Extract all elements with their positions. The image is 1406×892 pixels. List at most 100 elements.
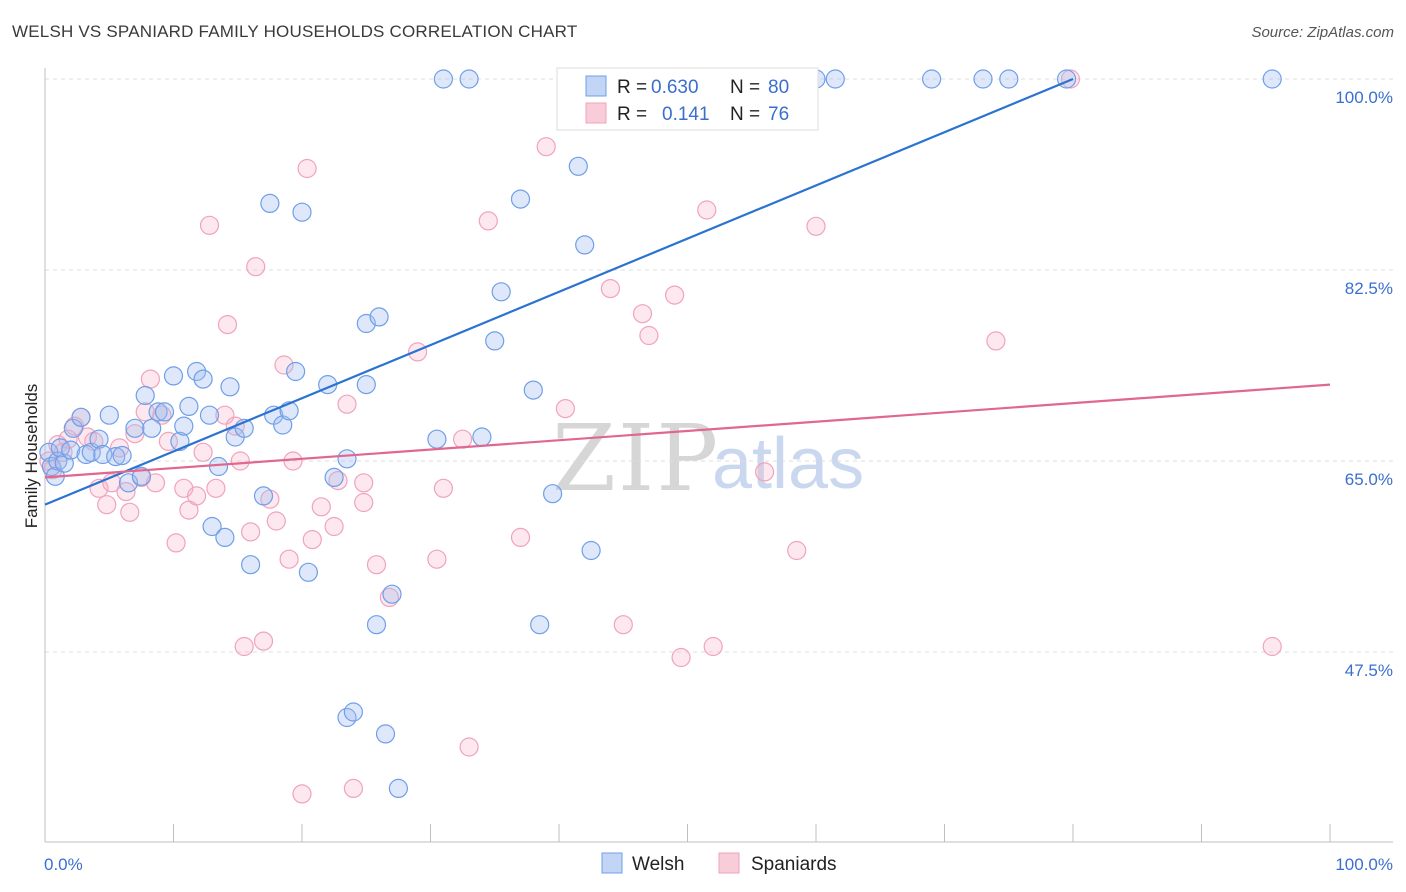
welsh-point-7 <box>63 418 83 438</box>
spaniards-point-21 <box>158 431 178 451</box>
legend-welsh-n-value: 80 <box>768 77 789 98</box>
spaniards-point-30 <box>217 315 238 335</box>
welsh-point-55 <box>382 584 402 604</box>
welsh-point-56 <box>388 778 408 799</box>
welsh-point-66 <box>542 484 563 504</box>
legend-welsh-r-value: 0.630 <box>651 77 699 98</box>
legend-spaniards-swatch <box>585 102 607 124</box>
welsh-point-79 <box>1262 69 1282 89</box>
spaniards-point-75 <box>1262 636 1282 657</box>
x-tick-label-left: 0.0% <box>44 855 83 874</box>
spaniards-point-48 <box>337 394 357 414</box>
welsh-point-63 <box>510 189 531 209</box>
spaniards-point-22 <box>166 533 186 553</box>
welsh-point-53 <box>366 615 387 635</box>
spaniards-point-43 <box>297 158 317 179</box>
legend-box: R = 0.630 N = 80 R = 0.141 N = 76 <box>556 67 819 131</box>
welsh-point-76 <box>973 69 993 89</box>
spaniards-point-26 <box>193 442 213 462</box>
y-axis-label: Family Households <box>22 384 41 529</box>
trend-lines <box>44 77 1331 506</box>
welsh-point-29 <box>199 405 220 425</box>
spaniards-point-19 <box>145 473 166 493</box>
welsh-point-77 <box>999 69 1019 89</box>
welsh-point-49 <box>343 702 363 722</box>
welsh-point-8 <box>71 407 91 427</box>
spaniards-point-49 <box>343 778 363 799</box>
welsh-point-33 <box>220 377 240 397</box>
spaniards-point-55 <box>427 549 447 569</box>
welsh-point-44 <box>298 562 318 582</box>
welsh-point-67 <box>568 156 588 176</box>
welsh-point-62 <box>491 282 511 302</box>
spaniards-point-20 <box>152 405 172 425</box>
welsh-point-74 <box>825 69 845 89</box>
welsh-point-75 <box>921 69 942 89</box>
y-tick-label-0: 100.0% <box>1335 88 1393 107</box>
welsh-point-21 <box>148 402 168 422</box>
bottom-legend-spaniards-label: Spaniards <box>751 854 837 875</box>
spaniards-point-52 <box>366 555 387 575</box>
welsh-point-60 <box>472 427 492 447</box>
spaniards-point-50 <box>354 492 374 513</box>
spaniards-point-45 <box>311 497 331 517</box>
welsh-point-51 <box>356 375 376 395</box>
y-tick-label-1: 82.5% <box>1345 279 1393 298</box>
spaniards-point-46 <box>324 516 344 537</box>
welsh-point-38 <box>260 193 280 213</box>
spaniards-point-53 <box>379 587 399 608</box>
welsh-point-64 <box>523 380 543 400</box>
legend-spaniards-r-value: 0.141 <box>662 104 710 125</box>
y-tick-labels: 100.0% 82.5% 65.0% 47.5% <box>1335 88 1393 680</box>
welsh-point-46 <box>324 467 344 487</box>
spaniards-point-10 <box>97 495 117 515</box>
welsh-point-47 <box>337 449 357 469</box>
spaniards-point-65 <box>632 304 653 324</box>
welsh-point-22 <box>154 402 175 422</box>
welsh-point-57 <box>427 429 447 449</box>
welsh-point-59 <box>459 69 479 89</box>
spaniards-point-70 <box>703 636 723 657</box>
spaniards-point-66 <box>639 325 659 346</box>
spaniards-points <box>39 69 1282 804</box>
bottom-legend: Welsh Spaniards <box>601 852 837 875</box>
welsh-point-42 <box>286 361 306 382</box>
welsh-point-26 <box>179 396 199 416</box>
welsh-point-25 <box>174 416 194 436</box>
watermark-atlas: atlas <box>712 424 864 504</box>
welsh-point-13 <box>99 405 119 425</box>
welsh-point-69 <box>581 540 601 561</box>
chart-title: WELSH VS SPANIARD FAMILY HOUSEHOLDS CORR… <box>12 22 578 41</box>
legend-spaniards-r-label: R = <box>617 104 647 125</box>
welsh-points <box>39 69 1282 799</box>
welsh-point-20 <box>142 418 162 438</box>
source-label: Source: ZipAtlas.com <box>1251 24 1394 41</box>
spaniards-point-58 <box>459 737 479 757</box>
spaniards-point-18 <box>140 369 160 389</box>
watermark-zip: ZIP <box>552 405 720 512</box>
welsh-point-65 <box>530 615 550 635</box>
welsh-point-37 <box>253 486 274 506</box>
bottom-legend-welsh-swatch <box>601 852 623 874</box>
welsh-point-6 <box>61 440 81 460</box>
welsh-trend-line <box>44 77 1074 506</box>
spaniards-point-32 <box>230 451 250 471</box>
welsh-point-31 <box>208 456 229 477</box>
spaniards-point-28 <box>206 478 226 498</box>
welsh-point-30 <box>202 516 222 537</box>
spaniards-point-42 <box>292 784 312 804</box>
axes <box>44 68 1393 843</box>
spaniards-point-38 <box>266 511 286 531</box>
y-tick-label-3: 47.5% <box>1345 661 1393 680</box>
welsh-point-15 <box>112 445 132 466</box>
welsh-point-52 <box>369 307 389 327</box>
welsh-point-68 <box>575 235 595 255</box>
legend-welsh-r-label: R = <box>617 77 647 98</box>
spaniards-point-35 <box>246 257 266 277</box>
spaniards-point-34 <box>241 522 261 542</box>
welsh-point-32 <box>215 527 235 548</box>
spaniards-point-25 <box>187 486 207 506</box>
bottom-legend-spaniards-swatch <box>718 852 740 874</box>
x-tick-label-right: 100.0% <box>1335 855 1393 874</box>
spaniards-point-60 <box>510 527 531 548</box>
